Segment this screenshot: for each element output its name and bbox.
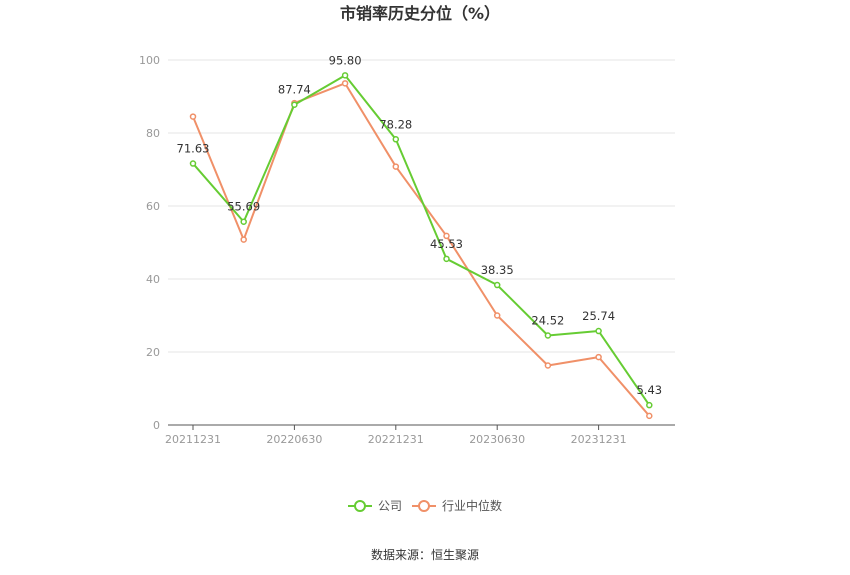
series-line-0: [192, 74, 651, 406]
data-point[interactable]: [240, 236, 247, 243]
data-point[interactable]: [189, 113, 197, 120]
x-axis: [168, 424, 675, 430]
data-point[interactable]: [341, 72, 349, 79]
y-tick-label: 0: [153, 419, 160, 432]
data-label: 95.80: [329, 53, 362, 67]
data-label: 45.53: [430, 237, 463, 251]
data-point[interactable]: [493, 312, 501, 319]
data-source: 数据来源：恒生聚源: [371, 547, 479, 562]
legend-label-industry-median: 行业中位数: [442, 498, 502, 513]
chart-title: 市销率历史分位（%）: [340, 4, 500, 23]
x-tick-label: 20230630: [469, 433, 525, 446]
data-label: 55.69: [227, 200, 260, 214]
data-point[interactable]: [646, 401, 653, 409]
data-label: 87.74: [278, 83, 311, 97]
x-tick-label: 20220630: [266, 433, 322, 446]
data-point[interactable]: [544, 332, 552, 339]
data-point[interactable]: [544, 362, 552, 369]
data-label: 25.74: [582, 309, 615, 323]
data-point[interactable]: [392, 163, 400, 170]
data-label: 78.28: [379, 117, 412, 131]
data-point[interactable]: [189, 160, 197, 167]
data-point[interactable]: [595, 353, 602, 361]
legend-label-company: 公司: [378, 499, 402, 513]
y-axis: 0 20 40 60 80 100: [139, 54, 160, 432]
data-point[interactable]: [341, 80, 349, 87]
data-point[interactable]: [493, 281, 501, 289]
y-tick-label: 40: [146, 273, 160, 286]
y-tick-label: 20: [146, 346, 160, 359]
y-tick-label: 100: [139, 54, 160, 67]
legend-item-company[interactable]: 公司: [348, 499, 402, 513]
data-point[interactable]: [646, 412, 653, 420]
data-point[interactable]: [443, 232, 450, 240]
x-tick-label: 20211231: [165, 433, 221, 446]
data-label: 24.52: [531, 314, 564, 328]
data-labels: 71.63 55.69 87.74 95.80 78.28 45.53 38.35 24.52…: [177, 53, 663, 397]
data-label: 5.43: [636, 383, 662, 397]
data-point[interactable]: [392, 136, 400, 143]
x-tick-label: 20231231: [571, 433, 627, 446]
data-point[interactable]: [595, 327, 602, 335]
grid: [168, 59, 675, 353]
y-tick-label: 80: [146, 127, 160, 140]
series-lines: [189, 72, 653, 420]
data-point[interactable]: [291, 101, 298, 108]
y-tick-label: 60: [146, 200, 160, 213]
x-tick-labels: 20211231 20220630 20221231 20230630 20231231: [165, 433, 627, 446]
data-label: 38.35: [481, 263, 514, 277]
data-point[interactable]: [240, 218, 247, 225]
data-label: 71.63: [177, 142, 210, 156]
x-tick-label: 20221231: [368, 433, 424, 446]
data-point[interactable]: [443, 255, 450, 263]
legend-item-industry-median[interactable]: 行业中位数: [412, 498, 502, 513]
legend: 公司 行业中位数: [348, 498, 502, 513]
